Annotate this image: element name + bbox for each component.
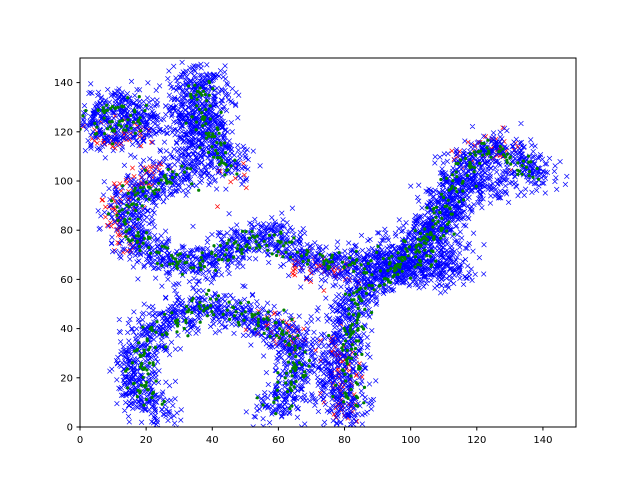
x-tick-label: 40 <box>206 435 219 446</box>
y-tick-label: 120 <box>54 127 73 138</box>
y-tick-label: 60 <box>60 275 73 286</box>
x-tick-label: 0 <box>77 435 83 446</box>
x-axis: 0 20 40 60 80 100 120 140 <box>77 427 552 446</box>
y-tick-label: 140 <box>54 78 73 89</box>
x-tick-label: 140 <box>533 435 552 446</box>
x-tick-label: 120 <box>467 435 486 446</box>
points-layer <box>80 59 570 427</box>
x-tick-label: 80 <box>338 435 351 446</box>
x-tick-label: 20 <box>140 435 153 446</box>
axes-frame <box>79 57 577 428</box>
y-tick-label: 0 <box>67 423 73 434</box>
y-tick-label: 100 <box>54 177 73 188</box>
y-tick-label: 20 <box>60 373 73 384</box>
y-axis: 0 20 40 60 80 100 120 140 <box>54 78 80 434</box>
y-tick-label: 40 <box>60 324 73 335</box>
x-tick-label: 100 <box>401 435 420 446</box>
x-tick-label: 60 <box>272 435 285 446</box>
y-tick-label: 80 <box>60 226 73 237</box>
